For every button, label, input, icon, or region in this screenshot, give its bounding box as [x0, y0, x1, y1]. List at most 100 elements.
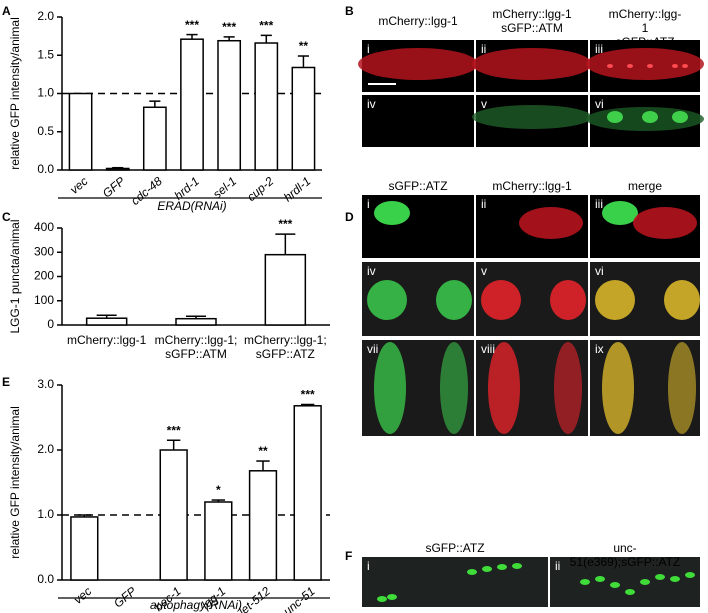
x-tick-label: mCherry::lgg-1	[66, 333, 147, 347]
bar	[175, 317, 217, 326]
y-axis-label: relative GFP intensity/animal	[8, 17, 22, 170]
fluorescence	[472, 48, 592, 80]
bar	[291, 66, 316, 171]
tile-label: ii	[481, 197, 486, 211]
fluorescence	[467, 569, 477, 575]
bar	[85, 317, 128, 326]
error-bar	[297, 55, 309, 68]
fluorescence	[627, 64, 633, 68]
fluorescence	[387, 594, 397, 600]
x-tick-label: GFP	[111, 584, 139, 611]
fluorescence	[682, 64, 688, 68]
bar	[248, 470, 278, 581]
micrograph	[362, 195, 474, 258]
y-tick-label: 0.0	[37, 162, 54, 176]
error-bar	[300, 403, 315, 406]
fluorescence	[488, 342, 520, 434]
y-tick-label: 3.0	[37, 377, 54, 391]
y-tick-label: 1.5	[37, 47, 54, 61]
error-bar	[77, 514, 92, 517]
panel-letter: B	[345, 4, 354, 18]
fluorescence	[586, 48, 704, 80]
panel-letter: C	[2, 210, 11, 224]
fluorescence	[607, 111, 623, 123]
fluorescence	[377, 596, 387, 602]
fluorescence	[374, 342, 406, 434]
fluorescence	[670, 576, 680, 582]
tile-label: ii	[481, 42, 486, 56]
fluorescence	[595, 576, 605, 582]
x-tick-label: hrdl-1	[281, 174, 314, 204]
y-tick-label: 0	[47, 317, 54, 331]
y-tick-label: 0.0	[37, 572, 54, 586]
fluorescence	[602, 342, 634, 434]
tile-label: i	[367, 42, 370, 56]
fluorescence	[436, 280, 472, 320]
tile-label: vii	[367, 342, 378, 356]
y-axis-label: relative GFP intensity/animal	[8, 406, 22, 559]
y-tick-label: 2.0	[37, 9, 54, 23]
y-tick-label: 200	[34, 269, 54, 283]
y-tick-label: 100	[34, 293, 54, 307]
tile-label: i	[367, 559, 370, 573]
fluorescence	[640, 579, 650, 585]
x-tick-label: mCherry::lgg-1; sGFP::ATM	[154, 333, 238, 361]
tile-label: vi	[595, 264, 604, 278]
column-header: unc-51(e369);sGFP::ATZ	[569, 541, 681, 569]
bar	[70, 516, 99, 581]
tile-label: ix	[595, 342, 604, 356]
tile-label: ii	[555, 559, 560, 573]
tile-label: iii	[595, 42, 603, 56]
fluorescence	[668, 342, 696, 434]
y-tick-label: 300	[34, 244, 54, 258]
fluorescence	[672, 111, 688, 123]
significance: ***	[301, 388, 315, 402]
fluorescence	[610, 582, 620, 588]
error-bar	[223, 36, 235, 41]
tile-label: iii	[595, 197, 603, 211]
tile-label: iv	[367, 264, 376, 278]
bar	[180, 38, 204, 171]
fluorescence	[358, 48, 478, 80]
bar	[217, 39, 242, 171]
significance: **	[299, 39, 309, 53]
x-tick-label: mCherry::lgg-1; sGFP::ATZ	[243, 333, 327, 361]
bar	[105, 167, 130, 171]
column-header: merge	[627, 179, 663, 193]
fluorescence	[481, 280, 521, 320]
x-tick-label: cup-2	[244, 174, 276, 204]
fluorescence	[607, 64, 613, 68]
x-axis-label: autophagy(RNAi)	[150, 598, 242, 612]
fluorescence	[602, 201, 638, 225]
fluorescence	[440, 342, 468, 434]
fluorescence	[664, 280, 700, 320]
bar	[68, 92, 93, 171]
error-bar	[186, 315, 206, 319]
column-header: mCherry::lgg-1	[492, 179, 572, 193]
x-tick-label: vec	[67, 174, 90, 197]
panel-letter: A	[2, 4, 11, 18]
fluorescence	[550, 280, 586, 320]
y-tick-label: 0.5	[37, 124, 54, 138]
error-bar	[96, 314, 117, 319]
error-bar	[186, 33, 198, 40]
fluorescence	[554, 342, 582, 434]
error-bar	[211, 499, 226, 502]
column-header: sGFP::ATZ	[388, 179, 448, 193]
error-bar	[112, 166, 124, 169]
x-axis-label: ERAD(RNAi)	[157, 199, 226, 213]
fluorescence	[512, 563, 522, 569]
column-header: mCherry::lgg-1 sGFP::ATM	[492, 7, 572, 35]
error-bar	[166, 439, 181, 450]
bar	[293, 405, 322, 581]
fluorescence	[580, 579, 590, 585]
tile-label: i	[367, 197, 370, 211]
fluorescence	[497, 564, 507, 570]
bar	[264, 253, 307, 326]
panel-letter: D	[345, 210, 354, 224]
error-bar	[275, 233, 296, 255]
fluorescence	[595, 280, 635, 320]
y-tick-label: 1.0	[37, 86, 54, 100]
fluorescence	[625, 589, 635, 595]
